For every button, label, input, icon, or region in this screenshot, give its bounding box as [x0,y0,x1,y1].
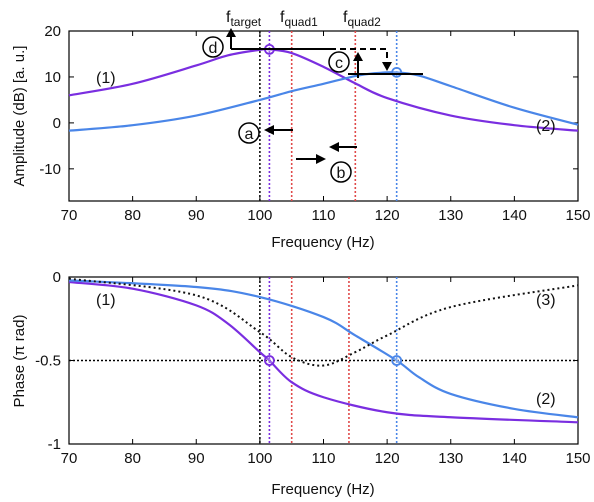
phase-panel: Phase (π rad) Frequency (Hz) 70 80 90 100 11… [11,269,591,498]
amplitude-x-tick-label: 80 [124,207,141,224]
circle-label-b: b [330,161,352,183]
phase-marker [391,355,403,366]
phase-x-tick-label: 150 [565,450,590,467]
amplitude-x-tick-label: 120 [375,207,400,224]
arrow-c-head [353,52,363,61]
amplitude-x-tick-label: 140 [502,207,527,224]
phase-x-tick-label: 90 [188,450,205,467]
phase-y-tick-label: -0.5 [35,353,61,370]
amplitude-series-1-label: (1) [96,70,116,87]
svg-text:d: d [209,40,218,57]
phase-x-tick-label: 140 [502,450,527,467]
phase-x-tick-label: 110 [312,450,336,467]
arrow-quad2-head [329,142,339,152]
amplitude-x-ticks: 70 80 90 100 110 120 130 140 150 [61,31,591,224]
phase-series-2-line [68,279,579,419]
amplitude-series-2-label: (2) [536,118,556,135]
phase-x-tick-label: 70 [61,450,78,467]
amplitude-panel: Amplitude (dB) [a. u.] Frequency (Hz) 70… [11,23,591,251]
phase-x-label: Frequency (Hz) [271,481,374,498]
amplitude-y-label: Amplitude (dB) [a. u.] [11,46,28,187]
phase-x-ticks: 70 80 90 100 110 120 130 140 150 [61,277,591,467]
f-target-label: ftarget [226,9,262,29]
phase-y-label: Phase (π rad) [11,315,28,408]
phase-curves [68,277,579,424]
phase-x-tick-label: 120 [375,450,400,467]
phase-y-tick-label: 0 [53,269,61,286]
phase-series-3-line [68,277,579,367]
amplitude-x-label: Frequency (Hz) [271,234,374,251]
amplitude-x-tick-label: 100 [247,207,272,224]
circle-label-a: a [238,122,260,144]
amplitude-marker [391,66,403,78]
amplitude-x-tick-label: 130 [438,207,463,224]
f-quad2-label: fquad2 [343,9,381,29]
arrow-dashed-head [382,62,392,71]
phase-markers [264,355,403,366]
phase-series-1-label: (1) [96,292,116,309]
phase-series-3-label: (3) [536,292,556,309]
amplitude-series-2-line [68,71,579,132]
amplitude-y-tick-label: -10 [39,161,61,178]
arrow-a-head [264,125,274,135]
svg-text:b: b [337,165,346,182]
svg-text:ftarget: ftarget [226,9,262,29]
amplitude-x-tick-label: 110 [312,207,336,224]
phase-marker [264,355,275,366]
phase-x-tick-label: 130 [438,450,463,467]
svg-text:fquad2: fquad2 [343,9,381,29]
amplitude-x-tick-label: 70 [61,207,78,224]
phase-y-ticks: 0 -0.5 -1 [35,269,578,453]
arrow-b-head [316,154,326,164]
circle-label-d: d [202,36,224,58]
circle-label-c: c [328,51,350,73]
amplitude-curves [68,47,579,132]
amplitude-x-tick-label: 90 [188,207,205,224]
amplitude-x-tick-label: 150 [565,207,590,224]
phase-x-tick-label: 80 [124,450,141,467]
amplitude-y-tick-label: 10 [44,69,61,86]
phase-series-2-label: (2) [536,391,556,408]
svg-text:c: c [335,55,343,72]
amplitude-y-ticks: 20 10 0 -10 [39,23,578,178]
amplitude-vertical-lines [259,31,398,201]
phase-series-1-line [68,280,579,424]
amplitude-series-1-line [68,47,579,132]
svg-text:a: a [245,126,254,143]
phase-x-tick-label: 100 [247,450,272,467]
phase-y-tick-label: -1 [48,436,61,453]
f-quad1-label: fquad1 [280,9,318,29]
amplitude-y-tick-label: 20 [44,23,61,40]
arrow-d-head [226,28,236,37]
annotation-arrows [226,28,423,164]
amplitude-y-tick-label: 0 [53,115,61,132]
svg-text:fquad1: fquad1 [280,9,318,29]
